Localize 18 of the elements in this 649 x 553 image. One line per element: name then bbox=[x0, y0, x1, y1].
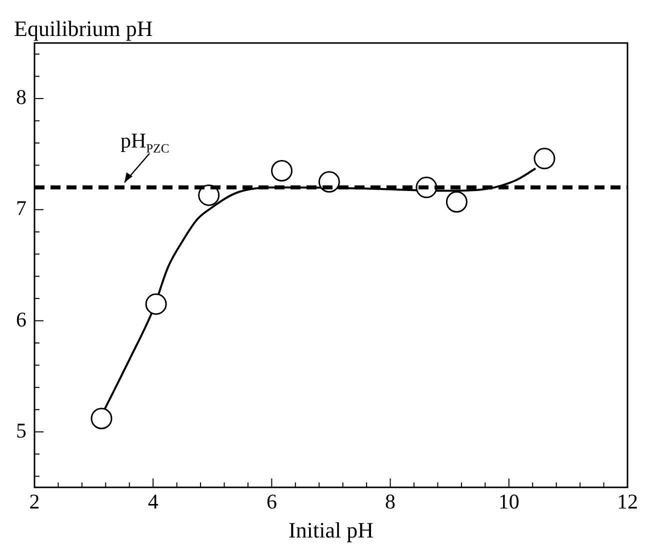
point bbox=[446, 191, 468, 213]
x-tick-label: 8 bbox=[385, 490, 396, 514]
x-tick-label: 4 bbox=[148, 490, 159, 514]
point bbox=[271, 160, 293, 182]
point bbox=[198, 184, 220, 206]
x-tick-label: 2 bbox=[29, 490, 40, 514]
x-axis-title: Initial pH bbox=[288, 518, 374, 543]
y-tick-label: 5 bbox=[16, 418, 26, 442]
y-tick-label: 7 bbox=[16, 196, 26, 220]
x-tick-label: 12 bbox=[617, 490, 638, 514]
y-tick-label: 6 bbox=[16, 307, 26, 332]
point bbox=[90, 408, 112, 430]
point bbox=[145, 293, 167, 315]
x-tick-label: 6 bbox=[266, 490, 277, 514]
y-tick-label: 8 bbox=[16, 85, 26, 110]
x-tick-label: 10 bbox=[498, 490, 520, 514]
y-axis-title: Equilibrium pH bbox=[14, 16, 153, 41]
point bbox=[534, 148, 556, 170]
